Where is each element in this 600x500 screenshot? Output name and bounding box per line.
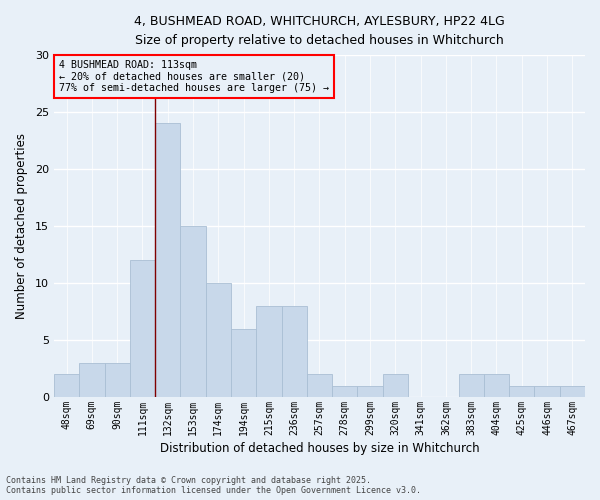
Bar [130,260,155,397]
Bar [79,363,104,397]
Bar [509,386,535,397]
Bar [383,374,408,397]
Bar [181,226,206,397]
Text: 4 BUSHMEAD ROAD: 113sqm
← 20% of detached houses are smaller (20)
77% of semi-de: 4 BUSHMEAD ROAD: 113sqm ← 20% of detache… [59,60,329,94]
Bar [458,374,484,397]
Bar [535,386,560,397]
Bar [358,386,383,397]
Y-axis label: Number of detached properties: Number of detached properties [15,133,28,319]
Text: Contains HM Land Registry data © Crown copyright and database right 2025.
Contai: Contains HM Land Registry data © Crown c… [6,476,421,495]
Bar [155,124,181,397]
Bar [560,386,585,397]
Bar [54,374,79,397]
Title: 4, BUSHMEAD ROAD, WHITCHURCH, AYLESBURY, HP22 4LG
Size of property relative to d: 4, BUSHMEAD ROAD, WHITCHURCH, AYLESBURY,… [134,15,505,47]
Bar [104,363,130,397]
Bar [484,374,509,397]
Bar [281,306,307,397]
Bar [307,374,332,397]
Bar [231,328,256,397]
X-axis label: Distribution of detached houses by size in Whitchurch: Distribution of detached houses by size … [160,442,479,455]
Bar [256,306,281,397]
Bar [332,386,358,397]
Bar [206,283,231,397]
